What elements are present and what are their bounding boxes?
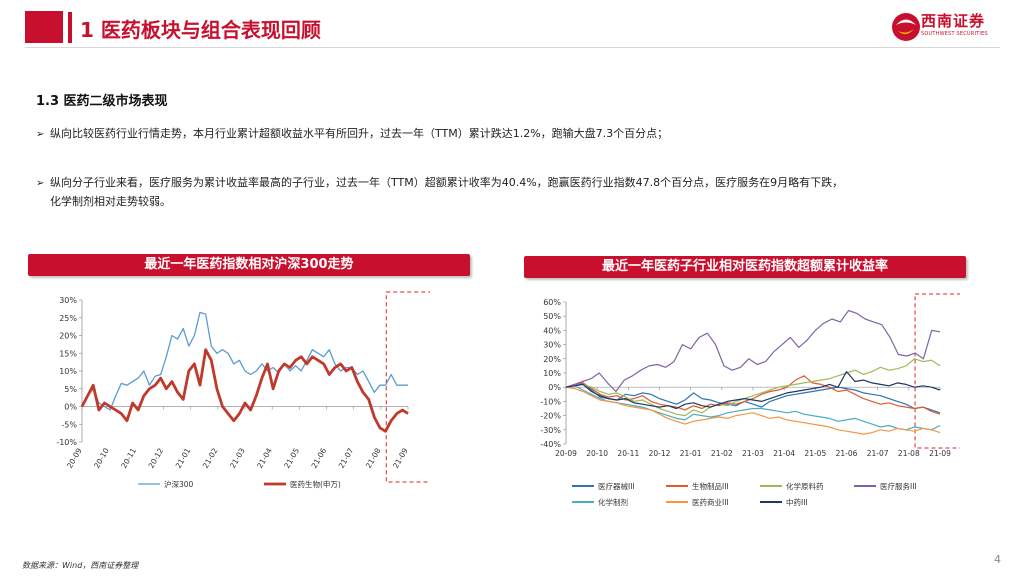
y-tick-label: 5% [64, 385, 77, 394]
x-tick-label: 21-07 [337, 446, 356, 470]
chart-1-pharma-vs-csi300: 30% 25% 20% 15% 10% 5% 0% -5% -10%20-09 20-10 20-1… [56, 291, 430, 489]
header-accent-block [25, 11, 63, 43]
header-divider [25, 47, 1000, 48]
y-tick-label: 0% [64, 403, 77, 412]
x-tick-label: 20-12 [147, 446, 166, 470]
page-number: 4 [994, 553, 1001, 566]
y-tick-label: 30% [59, 296, 77, 305]
data-source-note: 数据来源：Wind，西南证券整理 [22, 561, 139, 570]
legend-label: 中药III [786, 497, 808, 507]
company-logo [892, 13, 920, 41]
y-tick-label: -10% [56, 438, 77, 447]
x-tick-label: 21-09 [929, 449, 951, 458]
header-accent-line [68, 12, 72, 43]
series-line [565, 385, 941, 431]
legend-label: 化学原料药 [786, 481, 824, 491]
y-tick-label: -20% [540, 412, 561, 421]
x-tick-label: 21-01 [680, 449, 702, 458]
y-tick-label: -40% [540, 440, 561, 449]
x-tick-label: 20-09 [555, 449, 577, 458]
bullet-arrow-icon: ➢ [36, 178, 45, 189]
x-tick-label: 20-11 [617, 449, 639, 458]
bullet-2-text-line1: 纵向分子行业来看，医疗服务为累计收益率最高的子行业，过去一年（TTM）超额累计收… [50, 176, 844, 189]
legend-label: 医药生物(申万) [290, 479, 341, 489]
bullet-1-text: 纵向比较医药行业行情走势，本月行业累计超额收益水平有所回升，过去一年（TTM）累… [50, 127, 669, 140]
bullet-2-text-line2: 化学制剂相对走势较弱。 [50, 195, 171, 208]
bullet-arrow-icon: ➢ [36, 129, 45, 140]
x-tick-label: 21-03 [228, 446, 247, 470]
x-tick-label: 20-11 [119, 446, 138, 470]
legend-label: 医疗器械III [598, 481, 635, 491]
y-tick-label: 20% [543, 355, 561, 364]
series-line [565, 358, 941, 417]
y-tick-label: 0% [548, 383, 561, 392]
y-tick-label: -30% [540, 426, 561, 435]
x-tick-label: 21-06 [836, 449, 858, 458]
chart-2-title: 最近一年医药子行业相对医药指数超额累计收益率 [524, 256, 966, 278]
legend-label: 医疗服务III [880, 481, 917, 491]
legend-label: 化学制剂 [598, 497, 628, 507]
legend-label: 医药商业III [692, 497, 729, 507]
y-tick-label: 50% [543, 312, 561, 321]
x-tick-label: 21-04 [773, 449, 795, 458]
series-line [81, 311, 408, 411]
highlight-box [385, 291, 430, 483]
y-tick-label: 60% [543, 298, 561, 307]
x-tick-label: 20-09 [65, 446, 84, 470]
series-line [565, 309, 941, 393]
series-line [565, 382, 941, 414]
y-tick-label: 30% [543, 341, 561, 350]
logo-emblem-icon [892, 13, 920, 41]
x-tick-label: 21-09 [391, 446, 410, 470]
bullet-1: ➢ 纵向比较医药行业行情走势，本月行业累计超额收益水平有所回升，过去一年（TTM）… [36, 125, 986, 144]
series-line [80, 348, 409, 433]
x-tick-label: 21-05 [282, 446, 301, 470]
x-tick-label: 21-08 [898, 449, 920, 458]
chart-1-title: 最近一年医药指数相对沪深300走势 [28, 254, 470, 276]
y-tick-label: 40% [543, 326, 561, 335]
x-tick-label: 21-05 [804, 449, 826, 458]
y-tick-label: 25% [59, 314, 77, 323]
legend-label: 沪深300 [164, 479, 194, 489]
logo-text: 西南证券 [921, 12, 986, 30]
section-heading: 1.3 医药二级市场表现 [36, 94, 168, 109]
legend-label: 生物制品III [692, 481, 729, 491]
x-tick-label: 20-12 [649, 449, 671, 458]
series-line [565, 370, 941, 410]
bullet-2: ➢ 纵向分子行业来看，医疗服务为累计收益率最高的子行业，过去一年（TTM）超额累计… [36, 174, 986, 211]
x-tick-label: 21-04 [255, 446, 274, 470]
x-tick-label: 21-02 [201, 446, 220, 470]
logo-subtitle: SOUTHWEST SECURITIES [921, 31, 988, 37]
x-tick-label: 21-06 [310, 446, 329, 470]
x-tick-label: 20-10 [586, 449, 608, 458]
x-tick-label: 21-02 [711, 449, 733, 458]
chart-2-subsector-excess-return: 60% 50% 40% 30% 20% 10% 0% -10% -20% -30% -40%20-0… [540, 293, 960, 507]
y-tick-label: -5% [61, 420, 77, 429]
x-tick-label: 21-07 [867, 449, 889, 458]
y-tick-label: -10% [540, 397, 561, 406]
page-title: 1 医药板块与组合表现回顾 [80, 18, 321, 42]
series-line [565, 386, 941, 435]
y-tick-label: 10% [59, 367, 77, 376]
highlight-box [914, 293, 960, 449]
x-tick-label: 21-03 [742, 449, 764, 458]
x-tick-label: 21-01 [174, 446, 193, 470]
x-tick-label: 21-08 [364, 446, 383, 470]
y-tick-label: 20% [59, 332, 77, 341]
y-tick-label: 15% [59, 349, 77, 358]
x-tick-label: 20-10 [92, 446, 111, 470]
y-tick-label: 10% [543, 369, 561, 378]
